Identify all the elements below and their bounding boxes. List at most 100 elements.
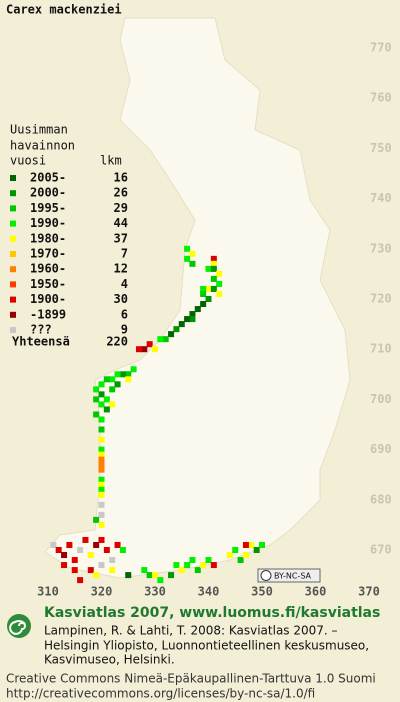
- occurrence-square: [109, 386, 116, 393]
- occurrence-square: [66, 541, 73, 548]
- occurrence-square: [77, 577, 84, 584]
- footer-heading: Kasviatlas 2007, www.luomus.fi/kasviatla…: [44, 605, 380, 621]
- occurrence-square: [205, 265, 212, 272]
- occurrence-square: [157, 577, 164, 584]
- occurrence-square: [98, 461, 105, 468]
- occurrence-square: [98, 481, 105, 488]
- occurrence-square: [109, 567, 116, 574]
- occurrence-square: [82, 536, 89, 543]
- legend-label: ???: [30, 323, 52, 337]
- x-tick-label: 370: [358, 585, 380, 599]
- x-tick-label: 320: [91, 585, 113, 599]
- occurrence-square: [200, 301, 207, 308]
- squares-layer: [50, 245, 265, 584]
- license-url: http://creativecommons.org/licenses/by-n…: [6, 687, 315, 701]
- occurrence-square: [98, 486, 105, 493]
- occurrence-square: [184, 245, 191, 252]
- occurrence-square: [226, 552, 233, 559]
- occurrence-square: [61, 552, 68, 559]
- occurrence-square: [103, 547, 110, 553]
- license-badge: BY-NC-SA: [257, 568, 321, 583]
- occurrence-square: [205, 285, 212, 292]
- legend-total: 220: [106, 335, 128, 349]
- x-tick-label: 340: [198, 585, 220, 599]
- occurrence-square: [109, 376, 116, 383]
- occurrence-square: [103, 406, 110, 413]
- legend-count: 44: [114, 216, 128, 230]
- occurrence-square: [259, 541, 265, 548]
- y-tick-label: 720: [370, 292, 392, 306]
- occurrence-square: [216, 270, 223, 277]
- occurrence-square: [93, 411, 100, 418]
- x-tick-label: 330: [144, 585, 166, 599]
- occurrence-square: [135, 346, 142, 353]
- legend-count: 12: [114, 262, 128, 276]
- occurrence-square: [216, 290, 223, 297]
- occurrence-square: [98, 426, 105, 433]
- occurrence-square: [103, 376, 110, 383]
- y-tick-label: 680: [370, 492, 392, 506]
- y-tick-label: 670: [370, 543, 392, 557]
- occurrence-square: [184, 255, 191, 262]
- y-tick-label: 700: [370, 392, 392, 406]
- occurrence-square: [109, 557, 116, 564]
- occurrence-square: [98, 521, 105, 528]
- legend-swatch: [10, 327, 16, 333]
- occurrence-square: [189, 250, 196, 257]
- citation: Kasvimuseo, Helsinki.: [44, 653, 175, 667]
- occurrence-square: [242, 552, 249, 559]
- legend-count: 37: [114, 231, 128, 245]
- occurrence-square: [189, 260, 196, 267]
- occurrence-square: [141, 346, 148, 353]
- badge-text: BY-NC-SA: [274, 572, 312, 581]
- legend-header: havainnon: [10, 139, 75, 153]
- occurrence-square: [93, 516, 100, 523]
- y-tick-label: 710: [370, 342, 392, 356]
- occurrence-square: [87, 552, 94, 559]
- occurrence-square: [114, 381, 121, 388]
- occurrence-square: [210, 255, 217, 262]
- occurrence-square: [157, 336, 164, 343]
- legend-count: 4: [121, 277, 128, 291]
- occurrence-square: [210, 562, 217, 569]
- occurrence-square: [168, 572, 175, 579]
- occurrence-square: [210, 260, 217, 267]
- legend-swatch: [10, 220, 16, 227]
- occurrence-square: [98, 476, 105, 483]
- legend-count: 29: [114, 201, 128, 215]
- occurrence-square: [173, 326, 180, 333]
- occurrence-square: [50, 541, 57, 548]
- y-tick-label: 740: [370, 191, 392, 205]
- x-tick-label: 310: [37, 585, 59, 599]
- legend-swatch: [10, 190, 16, 197]
- occurrence-square: [119, 371, 126, 378]
- legend-label: 1990-: [30, 216, 66, 230]
- legend-swatch: [10, 235, 16, 242]
- legend-total-label: Yhteensä: [12, 335, 70, 349]
- badge-icon: [260, 570, 272, 581]
- x-tick-label: 360: [305, 585, 327, 599]
- legend-header: Uusimman: [10, 123, 68, 137]
- badge-box: [257, 568, 321, 583]
- occurrence-square: [210, 285, 217, 292]
- legend-swatch: [10, 251, 16, 257]
- legend-label: 1995-: [30, 201, 66, 215]
- occurrence-square: [98, 451, 105, 458]
- occurrence-square: [77, 547, 84, 553]
- occurrence-square: [98, 491, 105, 498]
- occurrence-square: [141, 567, 148, 574]
- occurrence-square: [205, 296, 212, 302]
- occurrence-square: [168, 331, 175, 338]
- occurrence-square: [93, 386, 100, 393]
- y-tick-label: 690: [370, 442, 392, 456]
- occurrence-square: [189, 311, 196, 318]
- occurrence-square: [71, 567, 78, 574]
- occurrence-square: [98, 436, 105, 443]
- occurrence-square: [162, 336, 169, 343]
- occurrence-square: [216, 280, 223, 287]
- occurrence-square: [61, 562, 68, 569]
- occurrence-square: [210, 265, 217, 272]
- occurrence-square: [103, 396, 110, 403]
- legend-label: 2000-: [30, 186, 66, 200]
- occurrence-square: [184, 562, 191, 569]
